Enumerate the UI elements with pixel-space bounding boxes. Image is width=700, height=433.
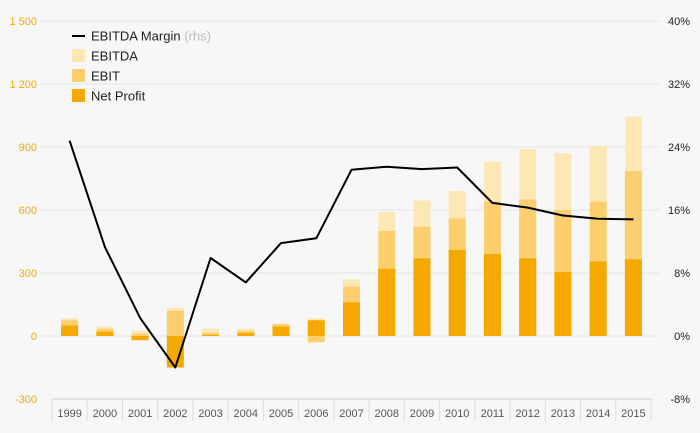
right-axis: -8% 0% 8% 16% 24% 32% 40% (668, 16, 690, 406)
y-tick-label-left: 1 500 (9, 16, 37, 28)
net-profit-bar (589, 261, 607, 336)
legend-swatch-box (72, 69, 85, 82)
net-profit-bar (131, 336, 149, 341)
net-profit-bar (624, 259, 642, 336)
x-tick-label: 2010 (445, 408, 469, 420)
x-tick-label: 2003 (198, 408, 222, 420)
legend-swatch-box (72, 89, 85, 102)
ebit-bar (202, 332, 220, 336)
legend-item-ebitda-margin: EBITDA Margin (rhs) (72, 29, 211, 44)
bar-series (61, 116, 642, 368)
legend-swatch-box (72, 49, 85, 62)
y-tick-label-right: 24% (668, 142, 690, 154)
y-tick-label-right: 32% (668, 79, 690, 91)
net-profit-bar (237, 332, 255, 336)
legend-label: EBITDA (91, 49, 138, 64)
legend-label: EBITDA Margin (rhs) (91, 29, 211, 44)
x-tick-label: 2015 (621, 408, 645, 420)
y-tick-label-right: 40% (668, 16, 690, 28)
x-tick-label: 2002 (163, 408, 187, 420)
net-profit-bar (519, 258, 537, 336)
net-profit-bar (202, 334, 220, 336)
x-tick-label: 2008 (374, 408, 398, 420)
ebitda-bar (202, 328, 220, 336)
x-tick-label: 2004 (234, 408, 258, 420)
y-tick-label-left: 1 200 (9, 79, 37, 91)
net-profit-bar (272, 326, 290, 336)
ebitda-bar (131, 330, 149, 336)
net-profit-bar (166, 336, 184, 368)
net-profit-bar (343, 302, 360, 336)
ebit-bar (166, 310, 184, 336)
ebit-bar (131, 333, 149, 336)
y-tick-label-left: 600 (19, 205, 37, 217)
net-profit-bar (61, 325, 79, 336)
x-tick-label: 2014 (586, 408, 610, 420)
y-tick-label-right: 16% (668, 205, 690, 217)
ebitda-margin-line (68, 140, 634, 369)
x-axis: 1999 2000 2001 2002 2003 2004 2005 2006 2007 2008… (51, 398, 652, 421)
x-tick-label: 2006 (304, 408, 328, 420)
x-tick-label: 2005 (269, 408, 293, 420)
left-axis: -300 0 300 600 900 1 200 1 500 (9, 16, 37, 406)
x-tick-label: 1999 (57, 408, 81, 420)
y-tick-label-left: 900 (19, 142, 37, 154)
y-tick-label-right: -8% (670, 394, 690, 406)
y-tick-label-right: 8% (674, 268, 690, 280)
x-tick-label: 2001 (128, 408, 152, 420)
y-tick-label-left: -300 (15, 394, 37, 406)
net-profit-bar (378, 268, 396, 336)
legend: EBITDA Margin (rhs) EBITDA EBIT Net Prof… (72, 29, 211, 104)
x-tick-label: 2013 (551, 408, 575, 420)
y-tick-label-right: 0% (674, 331, 690, 343)
net-profit-bar (483, 254, 501, 336)
net-profit-bar (413, 258, 431, 336)
legend-item-ebit: EBIT (72, 69, 120, 84)
net-profit-bar (448, 249, 466, 336)
x-tick-label: 2011 (481, 408, 505, 420)
legend-item-ebitda: EBITDA (72, 49, 138, 64)
x-tick-label: 2007 (339, 408, 363, 420)
x-tick-label: 2000 (93, 408, 117, 420)
net-profit-bar (554, 271, 572, 336)
x-tick-label: 2009 (410, 408, 434, 420)
net-profit-bar (96, 331, 114, 336)
net-profit-bar (307, 320, 325, 336)
ebit-bar (307, 336, 325, 343)
y-tick-label-left: 300 (19, 268, 37, 280)
x-tick-label: 2012 (515, 408, 539, 420)
y-tick-label-left: 0 (31, 331, 37, 343)
legend-item-net-profit: Net Profit (72, 89, 146, 104)
legend-label: EBIT (91, 69, 120, 84)
legend-label: Net Profit (91, 89, 146, 104)
